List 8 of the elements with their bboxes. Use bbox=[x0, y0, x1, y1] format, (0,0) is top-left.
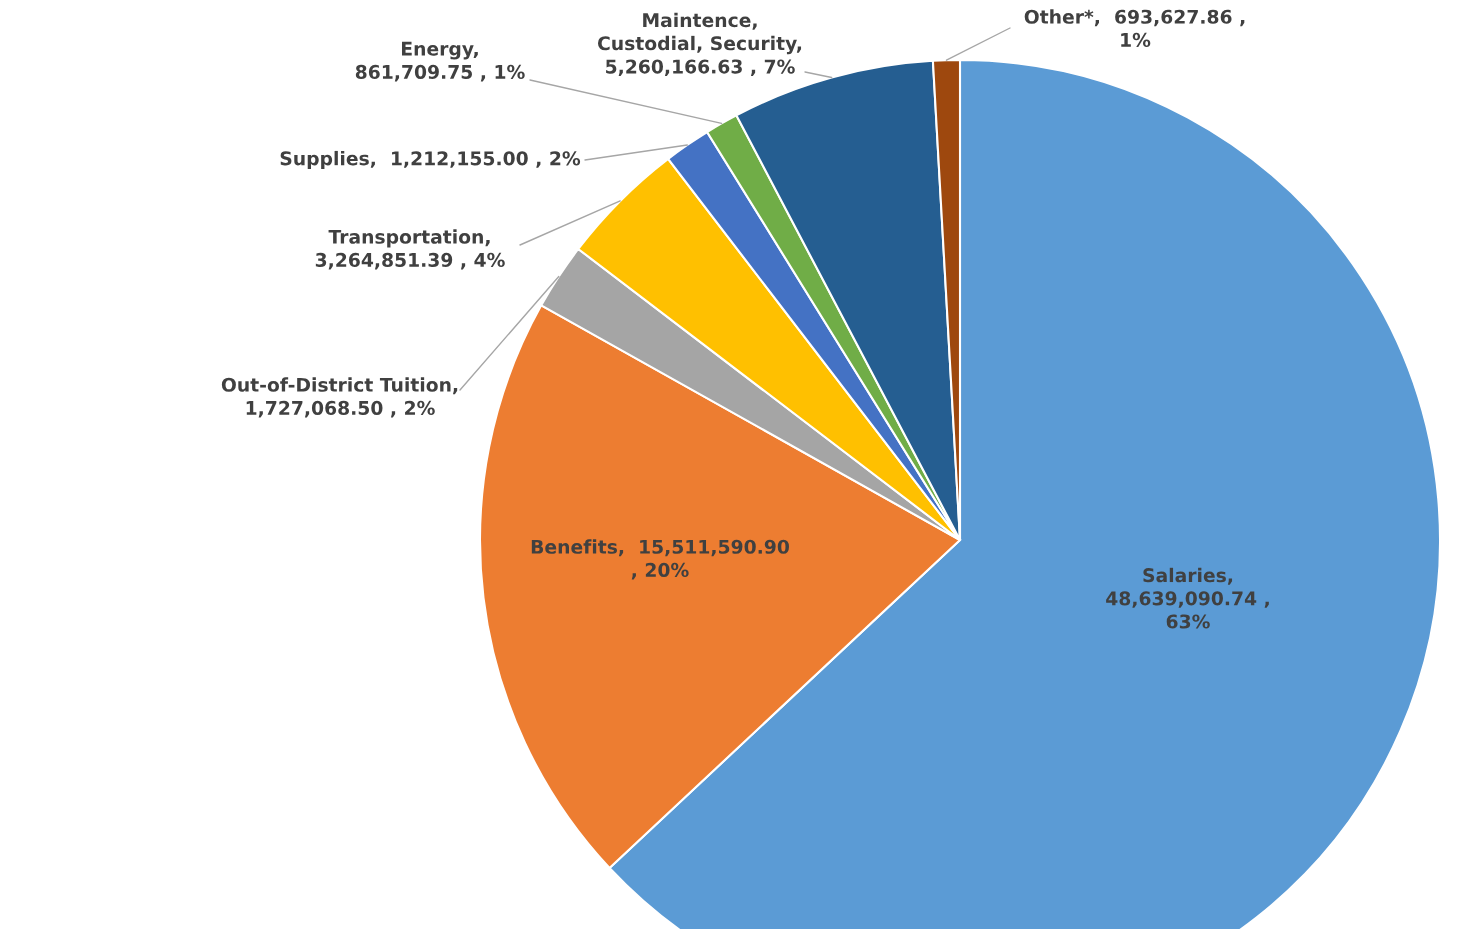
slice-label: Energy, 861,709.75 , 1% bbox=[355, 41, 525, 82]
slice-label: Salaries, 48,639,090.74 , 63% bbox=[1106, 567, 1269, 629]
slice-label: Benefits, 15,511,590.90 , 20% bbox=[531, 539, 789, 580]
slice-label: Maintence, Custodial, Security, 5,260,166.63 , 7% bbox=[597, 12, 802, 77]
slice-label: Transportation, 3,264,851.39 , 4% bbox=[315, 229, 505, 270]
slice-label: Other*, 693,627.86 , 1% bbox=[1024, 9, 1245, 48]
slice-label: Out-of-District Tuition, 1,727,068.50 , 2% bbox=[221, 377, 458, 418]
slice-label: Supplies, 1,212,155.00 , 2% bbox=[280, 150, 581, 170]
